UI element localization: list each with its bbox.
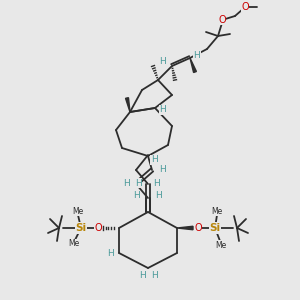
Polygon shape — [177, 226, 193, 230]
Text: O: O — [218, 15, 226, 25]
Text: Me: Me — [215, 241, 226, 250]
Text: H: H — [159, 58, 165, 67]
Text: Si: Si — [209, 223, 220, 233]
Text: Me: Me — [212, 206, 223, 215]
Text: Si: Si — [75, 223, 87, 233]
Text: H: H — [123, 178, 129, 188]
Text: H: H — [194, 52, 200, 61]
Text: H: H — [108, 248, 114, 257]
Text: H: H — [160, 106, 167, 115]
Text: H: H — [135, 178, 141, 188]
Text: Me: Me — [68, 239, 80, 248]
Text: H: H — [139, 272, 145, 280]
Text: H: H — [151, 155, 158, 164]
Text: O: O — [194, 223, 202, 233]
Text: H: H — [154, 178, 160, 188]
Text: O: O — [241, 2, 249, 12]
Polygon shape — [125, 98, 130, 112]
Text: Me: Me — [72, 206, 84, 215]
Text: O: O — [94, 223, 102, 233]
Text: H: H — [134, 191, 140, 200]
Polygon shape — [190, 58, 196, 73]
Text: H: H — [154, 191, 161, 200]
Text: H: H — [151, 272, 158, 280]
Text: H: H — [159, 164, 165, 173]
